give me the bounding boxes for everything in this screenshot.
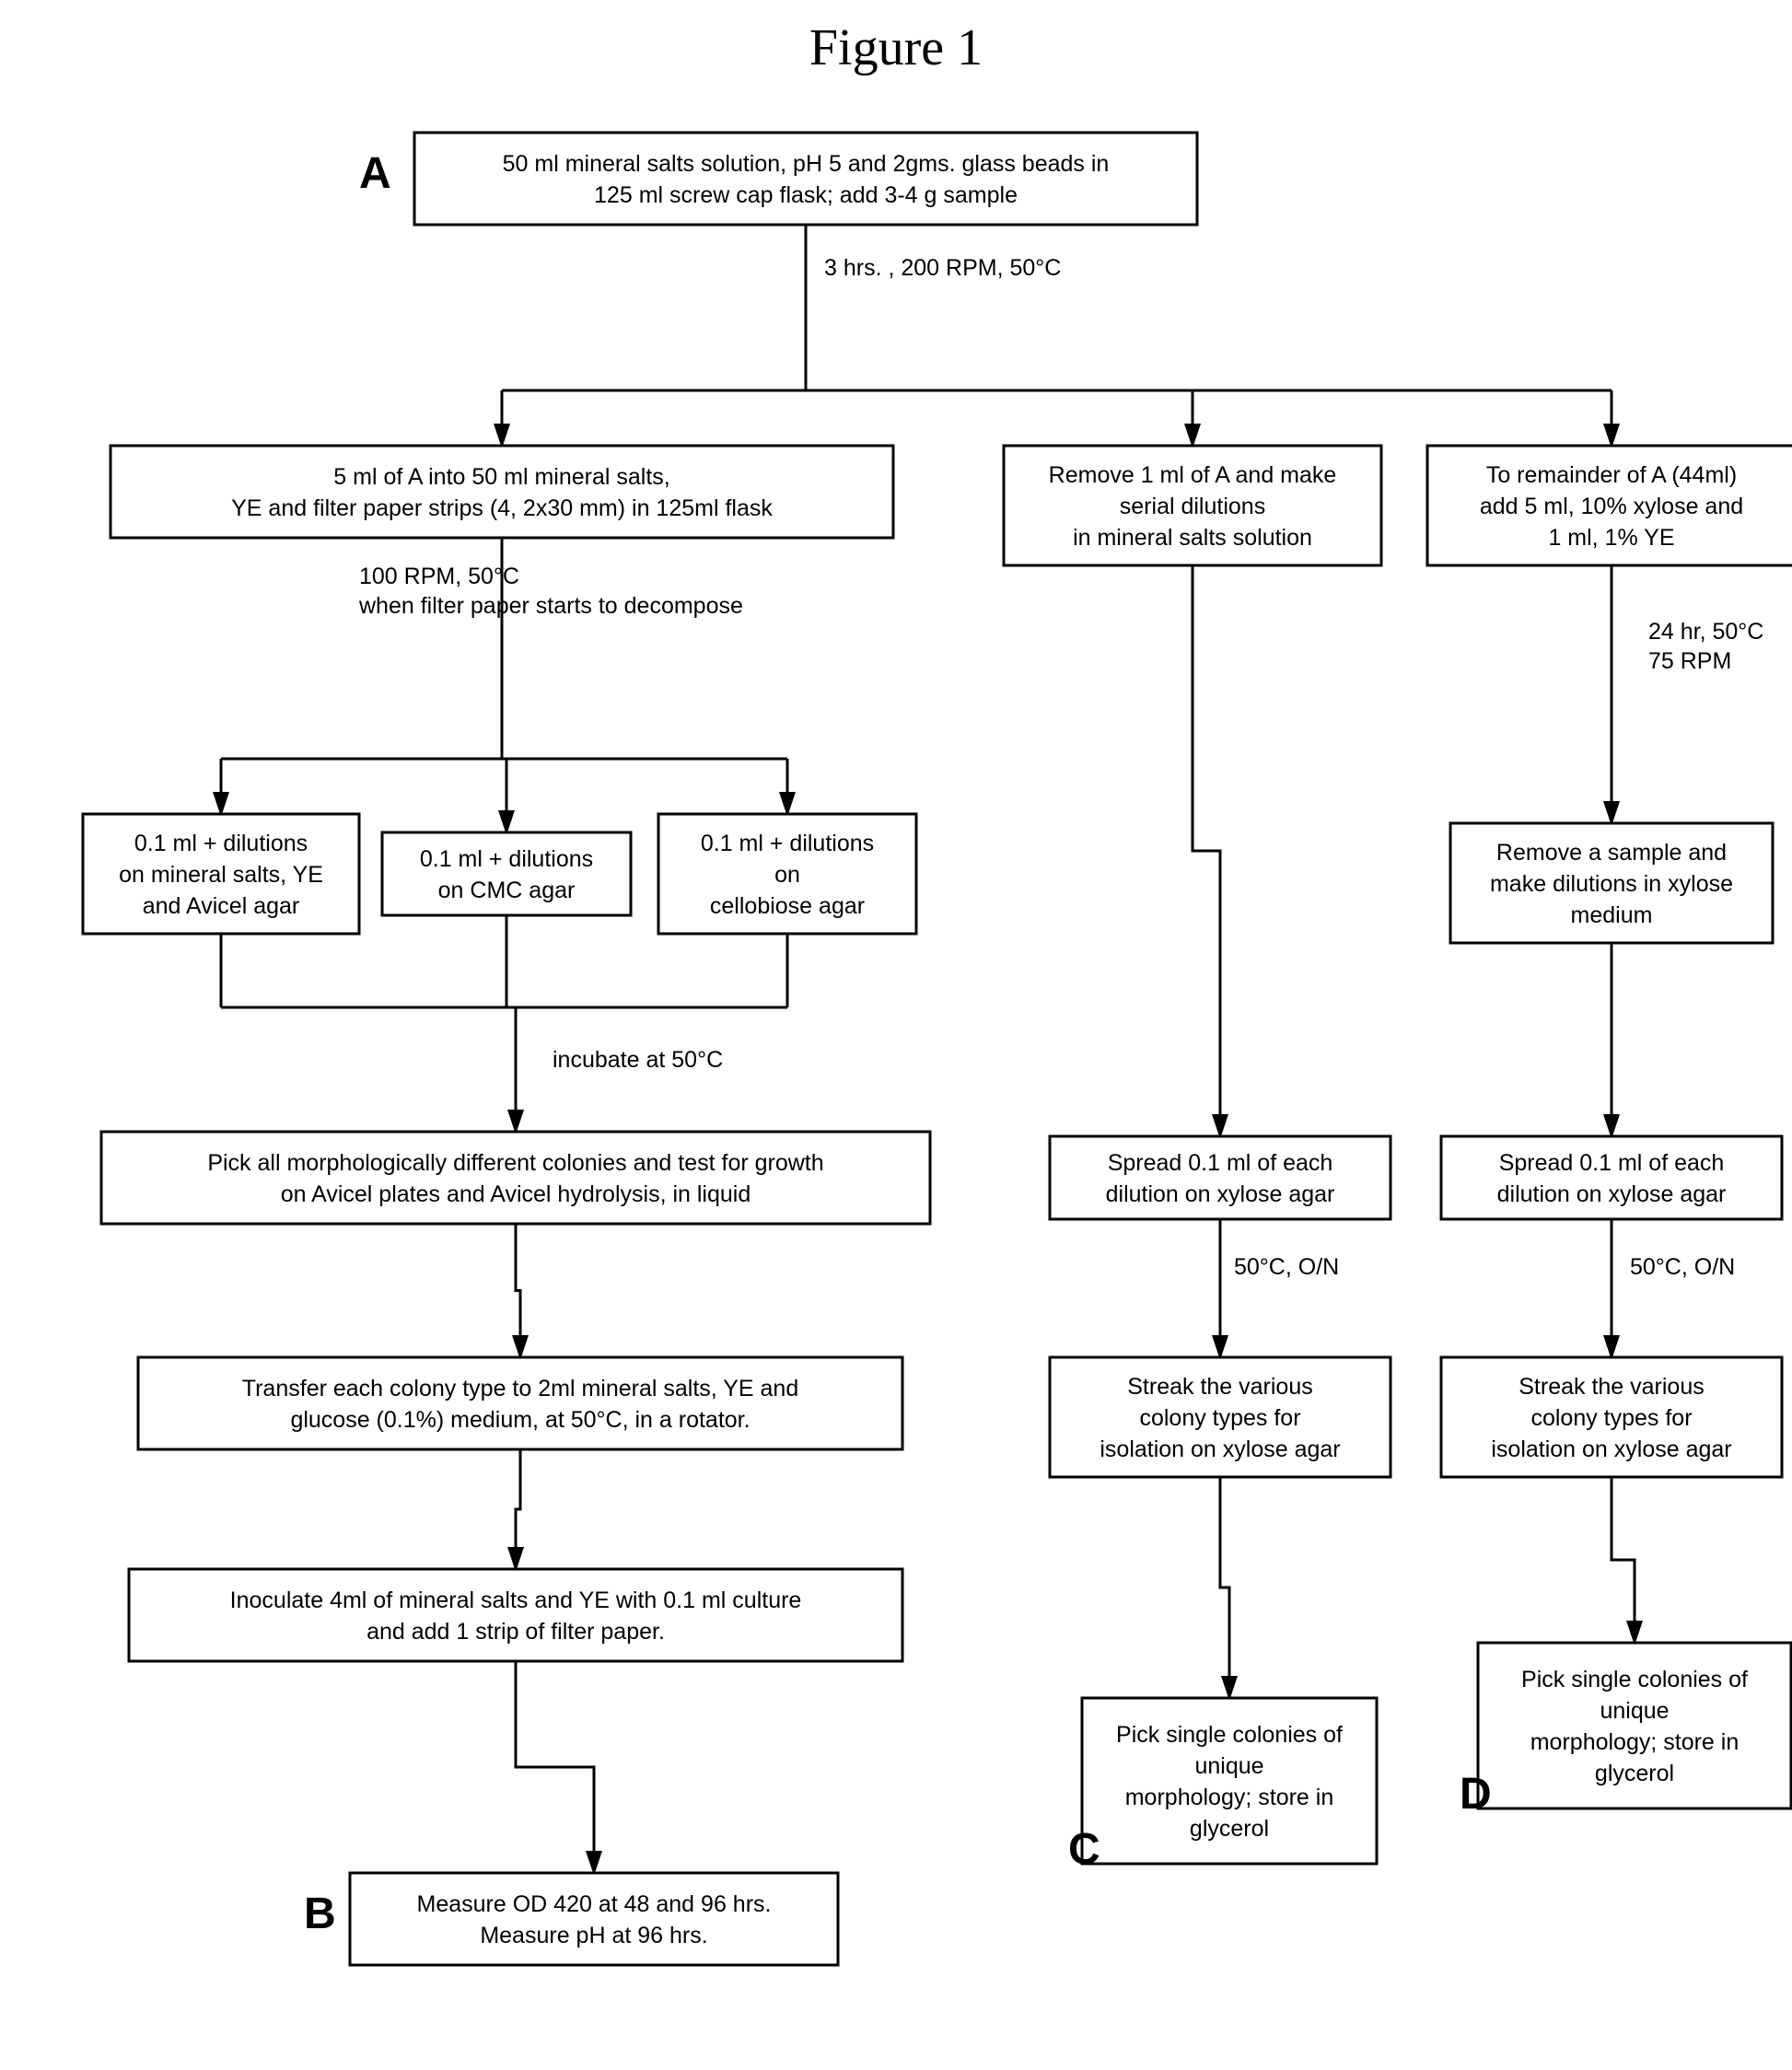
node-text: unique xyxy=(1600,1698,1669,1724)
node-text: dilution on xylose agar xyxy=(1497,1181,1727,1207)
node-text: Streak the various xyxy=(1519,1374,1705,1400)
flowchart-node: Streak the various colony types for isolat… xyxy=(1441,1357,1782,1477)
node-text: Pick single colonies of xyxy=(1521,1667,1748,1692)
flowchart-node: Spread 0.1 ml of each dilution on xylose … xyxy=(1050,1136,1391,1219)
node-text: Transfer each colony type to 2ml mineral… xyxy=(242,1376,798,1401)
node-text: unique xyxy=(1194,1753,1263,1779)
section-label: C xyxy=(1068,1825,1100,1874)
flowchart-node: Pick single colonies of unique morphology;… xyxy=(1478,1643,1791,1808)
node-text: and Avicel agar xyxy=(143,893,300,919)
node-text: Spread 0.1 ml of each xyxy=(1108,1150,1333,1176)
section-label: D xyxy=(1460,1770,1492,1819)
node-text: on CMC agar xyxy=(438,878,576,903)
flowchart-node: Measure OD 420 at 48 and 96 hrs. Measure … xyxy=(350,1873,838,1965)
node-text: 50 ml mineral salts solution, pH 5 and 2… xyxy=(503,151,1110,177)
edge-label: incubate at 50°C xyxy=(553,1047,723,1073)
node-text: morphology; store in xyxy=(1530,1729,1740,1755)
flowchart-node: Streak the various colony types for isolat… xyxy=(1050,1357,1391,1477)
edge-label: 50°C, O/N xyxy=(1234,1254,1339,1280)
edge-label: 3 hrs. , 200 RPM, 50°C xyxy=(824,255,1061,281)
node-text: in mineral salts solution xyxy=(1073,525,1312,551)
node-text: 0.1 ml + dilutions xyxy=(420,846,593,872)
node-text: Pick single colonies of xyxy=(1116,1722,1343,1748)
node-text: Spread 0.1 ml of each xyxy=(1499,1150,1725,1176)
node-text: Remove a sample and xyxy=(1496,840,1727,866)
node-text: glycerol xyxy=(1190,1816,1269,1842)
flowchart-canvas: 3 hrs. , 200 RPM, 50°C 100 RPM, 50°C when … xyxy=(18,96,1792,2029)
edge-label: 75 RPM xyxy=(1648,648,1731,674)
node-text: 125 ml screw cap flask; add 3-4 g sample xyxy=(594,182,1018,208)
node-text: isolation on xylose agar xyxy=(1491,1436,1731,1462)
flowchart-node: Spread 0.1 ml of each dilution on xylose … xyxy=(1441,1136,1782,1219)
edge-label: 24 hr, 50°C xyxy=(1648,619,1763,645)
node-text: 1 ml, 1% YE xyxy=(1548,525,1674,551)
node-text: on mineral salts, YE xyxy=(119,862,323,888)
edge-label: when filter paper starts to decompose xyxy=(358,593,743,619)
flowchart-node: 50 ml mineral salts solution, pH 5 and 2… xyxy=(414,133,1197,225)
node-text: 0.1 ml + dilutions xyxy=(134,831,308,856)
flowchart-node: 0.1 ml + dilutions on mineral salts, YE an… xyxy=(83,814,359,934)
node-text: add 5 ml, 10% xylose and xyxy=(1480,494,1743,519)
flowchart-node: 0.1 ml + dilutions on CMC agar xyxy=(382,832,631,915)
figure-title: Figure 1 xyxy=(18,18,1774,77)
flowchart-node: Remove 1 ml of A and make serial dilution… xyxy=(1004,446,1381,565)
flowchart-node: Transfer each colony type to 2ml mineral… xyxy=(138,1357,902,1449)
flowchart-node: 5 ml of A into 50 ml mineral salts, YE an… xyxy=(111,446,893,538)
node-text: dilution on xylose agar xyxy=(1106,1181,1335,1207)
node-text: 5 ml of A into 50 ml mineral salts, xyxy=(333,464,669,490)
edge-label: 100 RPM, 50°C xyxy=(359,564,519,589)
flowchart-node: Pick single colonies of unique morphology;… xyxy=(1082,1698,1377,1864)
node-text: colony types for xyxy=(1139,1405,1300,1431)
node-text: Pick all morphologically different colon… xyxy=(207,1150,823,1176)
node-text: To remainder of A (44ml) xyxy=(1486,462,1737,488)
section-label: B xyxy=(304,1890,336,1938)
section-label: A xyxy=(359,149,391,198)
edge-label: 50°C, O/N xyxy=(1630,1254,1735,1280)
node-text: isolation on xylose agar xyxy=(1100,1436,1340,1462)
node-text: and add 1 strip of filter paper. xyxy=(367,1619,665,1645)
node-text: Streak the various xyxy=(1127,1374,1313,1400)
node-text: Measure OD 420 at 48 and 96 hrs. xyxy=(417,1891,772,1917)
node-text: on Avicel plates and Avicel hydrolysis, … xyxy=(281,1181,751,1207)
node-text: colony types for xyxy=(1530,1405,1692,1431)
node-text: on xyxy=(774,862,800,888)
node-text: glucose (0.1%) medium, at 50°C, in a rot… xyxy=(290,1407,750,1433)
node-text: make dilutions in xylose xyxy=(1490,871,1733,897)
flowchart-node: Inoculate 4ml of mineral salts and YE wi… xyxy=(129,1569,902,1661)
node-text: serial dilutions xyxy=(1120,494,1265,519)
flowchart-node: 0.1 ml + dilutions on cellobiose agar xyxy=(658,814,916,934)
node-text: Measure pH at 96 hrs. xyxy=(480,1923,707,1948)
node-text: Inoculate 4ml of mineral salts and YE wi… xyxy=(230,1587,802,1613)
node-text: Remove 1 ml of A and make xyxy=(1049,462,1337,488)
node-text: YE and filter paper strips (4, 2x30 mm) … xyxy=(231,495,773,521)
flowchart-node: To remainder of A (44ml) add 5 ml, 10% xy… xyxy=(1427,446,1792,565)
flowchart-node: Pick all morphologically different colon… xyxy=(101,1132,930,1224)
node-text: 0.1 ml + dilutions xyxy=(701,831,874,856)
node-text: glycerol xyxy=(1595,1761,1674,1786)
node-text: medium xyxy=(1571,902,1653,928)
flowchart-node: Remove a sample and make dilutions in xyl… xyxy=(1450,823,1773,943)
node-text: cellobiose agar xyxy=(710,893,865,919)
node-text: morphology; store in xyxy=(1125,1785,1334,1810)
